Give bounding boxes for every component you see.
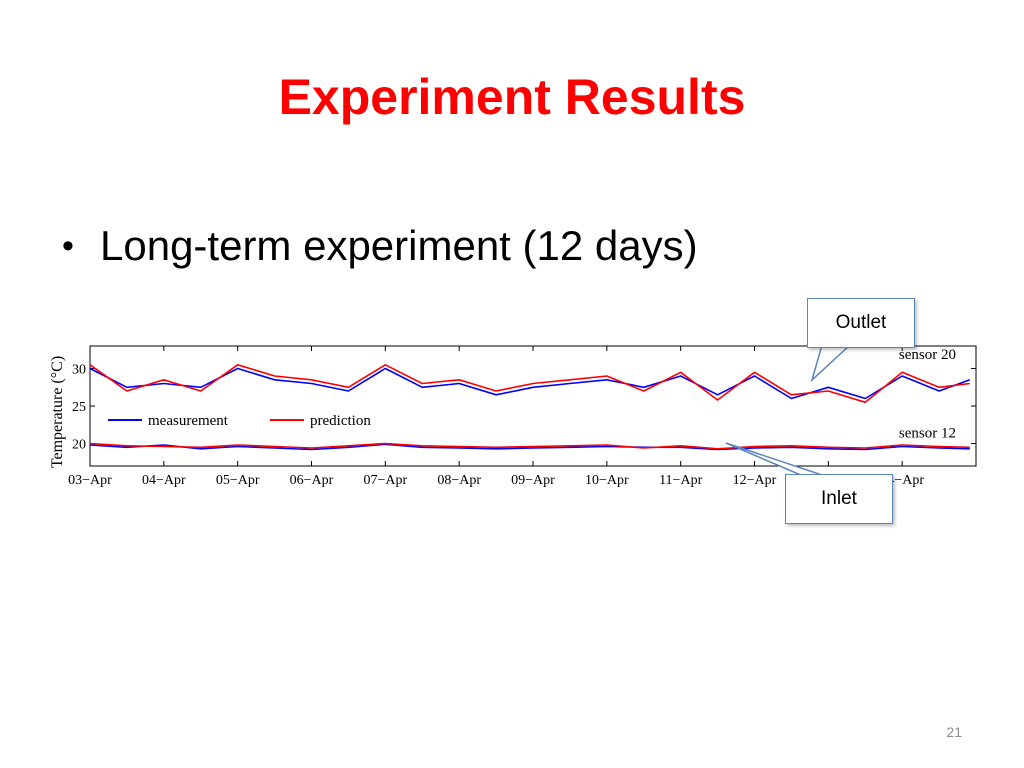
y-tick-label: 25: [72, 400, 86, 415]
x-tick-label: 07−Apr: [363, 473, 407, 488]
series-line-measurement-group-1: [89, 367, 971, 400]
x-tick-label: 11−Apr: [659, 473, 702, 488]
series-line-measurement-group-2: [89, 443, 970, 451]
x-tick-label: 06−Apr: [290, 473, 334, 488]
inlet-callout: Inlet: [785, 474, 893, 524]
y-tick-label: 20: [72, 438, 86, 453]
legend-label-prediction: prediction: [310, 413, 371, 429]
page-number: 21: [946, 724, 962, 740]
group-label: sensor 20: [899, 347, 956, 363]
legend-label-measurement: measurement: [148, 413, 229, 429]
y-axis-label: Temperature (°C): [49, 356, 66, 468]
inlet-callout-label: Inlet: [821, 488, 857, 509]
x-tick-label: 04−Apr: [142, 473, 186, 488]
bullet-text: Long-term experiment (12 days): [100, 222, 698, 269]
bullet-item: • Long-term experiment (12 days): [62, 214, 698, 278]
y-tick-label: 30: [72, 363, 86, 378]
chart-legend: measurement prediction: [108, 413, 371, 429]
x-tick-label: 12−Apr: [733, 473, 777, 488]
slide-title: Experiment Results: [278, 69, 746, 125]
bullet-dot-icon: •: [62, 227, 74, 265]
x-tick-label: 03−Apr: [68, 473, 112, 488]
x-tick-label: 08−Apr: [437, 473, 481, 488]
x-tick-label: 09−Apr: [511, 473, 555, 488]
x-tick-label: 10−Apr: [585, 473, 629, 488]
series-line-prediction-group-1: [89, 363, 970, 404]
plot-area: 03−Apr 04−Apr 05−Apr 06−Apr 07−Apr 08−Apr 09−A…: [68, 345, 977, 488]
series-line-prediction-group-2: [89, 442, 970, 450]
group-label: sensor 12: [899, 426, 956, 442]
x-tick-label: 05−Apr: [216, 473, 260, 488]
outlet-callout-label: Outlet: [835, 312, 887, 333]
outlet-callout: Outlet: [807, 298, 915, 348]
